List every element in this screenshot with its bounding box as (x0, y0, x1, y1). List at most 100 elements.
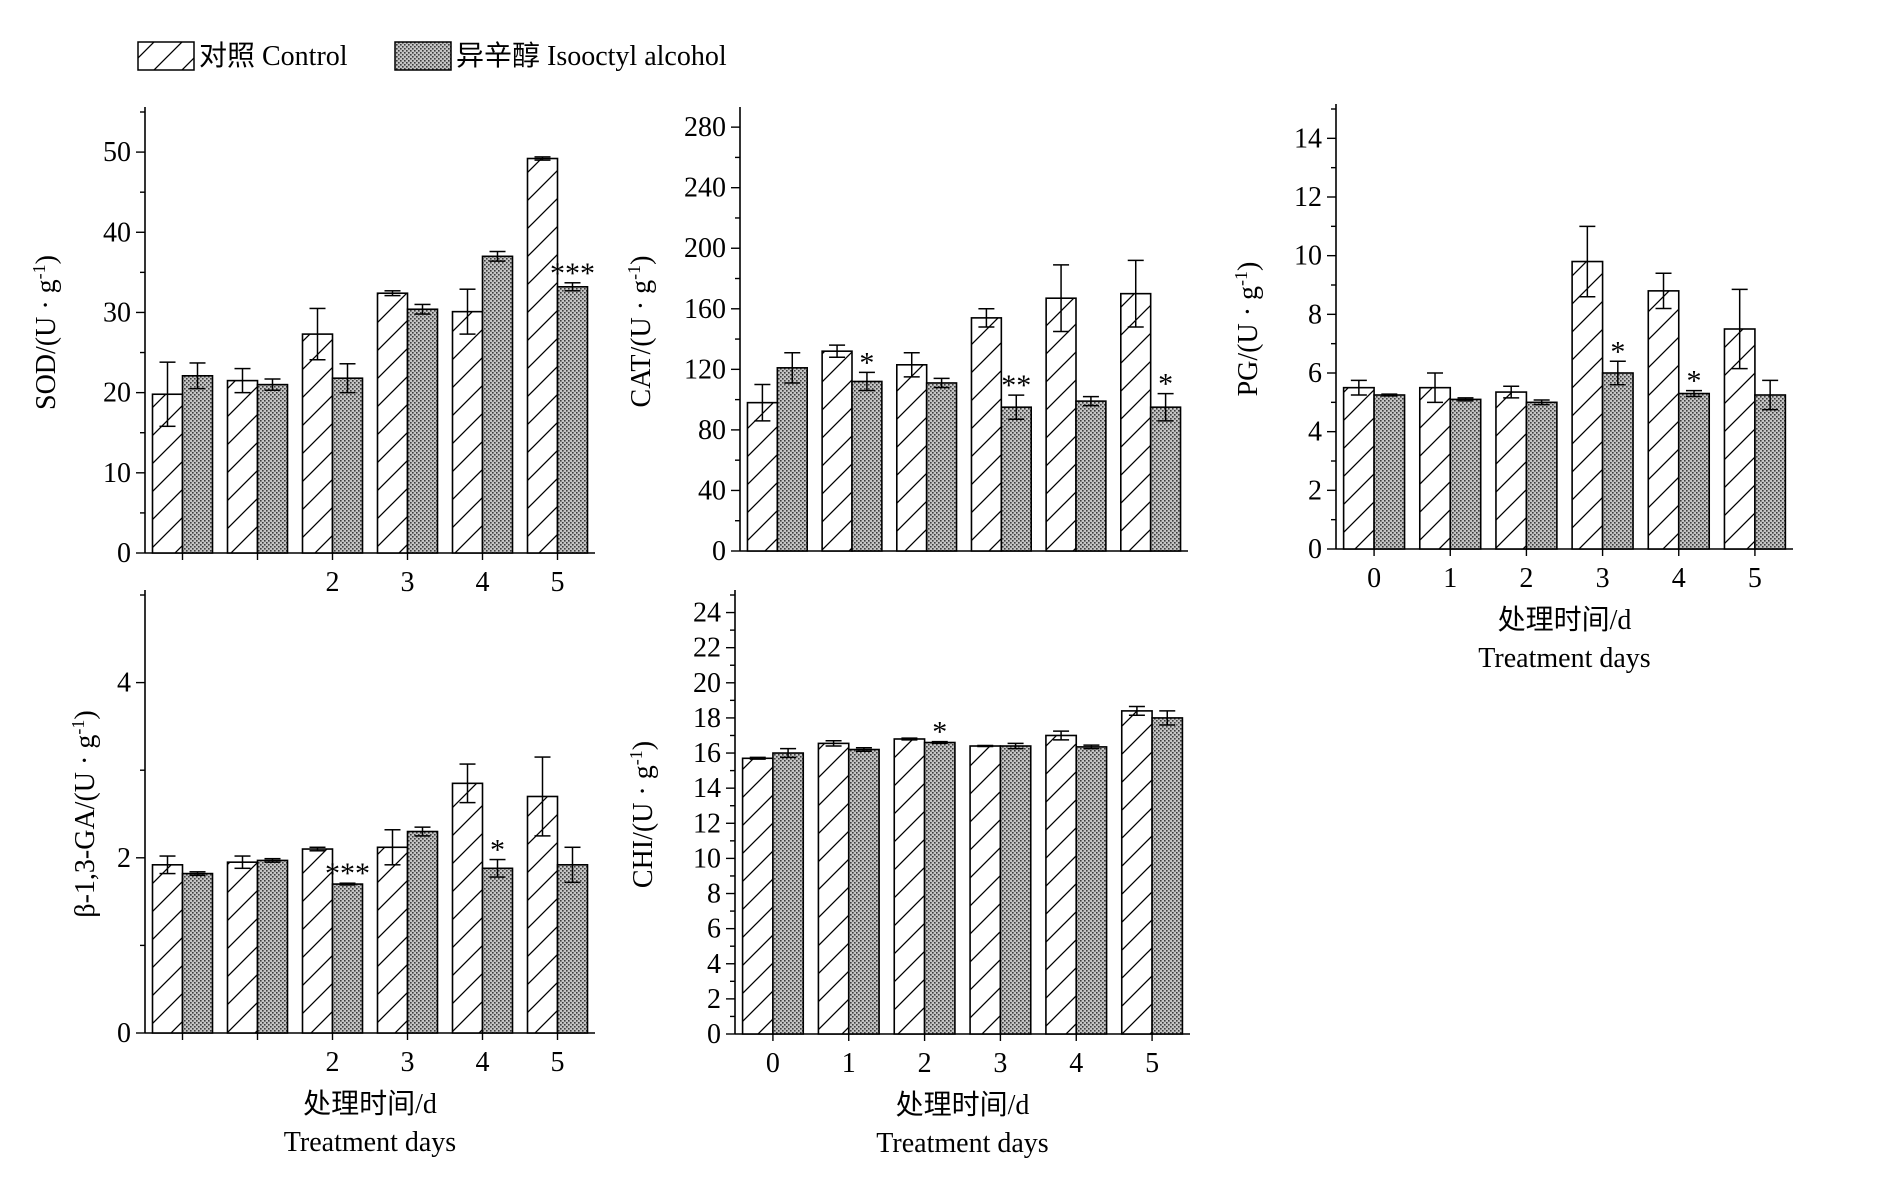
sod-control-bar (226, 379, 259, 554)
pg-y-tick-label: 4 (1308, 417, 1322, 448)
pg-y-axis-title: PG/(U · g-1) (1231, 262, 1264, 397)
glu-treated-bar (331, 883, 364, 1034)
sod-x-tick-label: 5 (551, 567, 565, 598)
legend-treated-swatch (394, 41, 452, 71)
glu-x-tick-label: 3 (401, 1047, 415, 1078)
pg-significance-mark: * (1610, 335, 1625, 368)
cat-control-bar (746, 401, 779, 552)
chi-y-tick-label: 24 (693, 598, 721, 629)
glu-treated-bar (181, 872, 214, 1034)
sod-y-tick-label: 50 (103, 137, 131, 168)
pg-treated-bar (1677, 392, 1711, 550)
cat-y-axis-title: CAT/(U · g-1) (624, 256, 657, 408)
pg-x-tick-label: 1 (1443, 563, 1457, 594)
pg-x-tick-label: 4 (1672, 563, 1686, 594)
cat-significance-mark: * (859, 346, 874, 379)
chi-x-axis-title-cn: 处理时间/d (896, 1089, 1030, 1121)
cat-y-tick-label: 0 (712, 536, 726, 567)
pg-x-tick-label: 0 (1367, 563, 1381, 594)
cat-y-tick-label: 80 (698, 415, 726, 446)
pg-treated-bar (1525, 401, 1558, 550)
cat-treated-bar (1075, 400, 1107, 552)
pg-treated-bar (1373, 394, 1406, 550)
cat-treated-bar (1000, 406, 1032, 552)
sod-y-tick-label: 40 (103, 217, 131, 248)
sod-treated-bar (256, 383, 289, 554)
sod-panel: 0 10 20 30 40 50 SOD/(U · g-1) 2 3 4 5 *** (29, 107, 595, 598)
chi-x-tick-label: 0 (766, 1048, 780, 1079)
cat-y-tick-label: 160 (684, 294, 726, 325)
cat-treated-bar (776, 367, 808, 552)
chi-y-tick-label: 10 (693, 843, 721, 874)
glu-control-bar (301, 848, 334, 1034)
glu-control-bar (226, 861, 259, 1034)
sod-y-tick-label: 20 (103, 378, 131, 409)
chi-y-tick-label: 22 (693, 633, 721, 664)
cat-treated-bar (1149, 406, 1182, 552)
sod-y-tick-label: 0 (117, 538, 131, 569)
chi-y-tick-label: 18 (693, 703, 721, 734)
chi-y-tick-label: 12 (693, 808, 721, 839)
sod-x-tick-label: 2 (326, 567, 340, 598)
pg-treated-bar (1754, 394, 1787, 550)
sod-x-tick-label: 4 (476, 567, 490, 598)
cat-control-bar (1120, 292, 1152, 552)
cat-y-tick-label: 40 (698, 475, 726, 506)
chi-control-bar (893, 738, 926, 1035)
cat-control-bar (895, 364, 928, 552)
chi-y-tick-label: 14 (693, 773, 721, 804)
chi-treated-bar (999, 745, 1032, 1035)
chi-y-tick-label: 16 (693, 738, 721, 769)
pg-control-bar (1647, 290, 1680, 550)
cat-y-tick-label: 280 (684, 112, 726, 143)
sod-control-bar (376, 292, 409, 554)
pg-x-axis-title-en: Treatment days (1478, 643, 1650, 674)
pg-y-tick-label: 8 (1308, 299, 1322, 330)
chi-y-tick-label: 20 (693, 668, 721, 699)
pg-x-tick-label: 2 (1519, 563, 1533, 594)
glu-significance-mark: * (490, 834, 505, 867)
sod-y-tick-label: 30 (103, 297, 131, 328)
chi-y-tick-label: 8 (707, 879, 721, 910)
sod-significance-mark: *** (550, 257, 595, 290)
legend-control-label: 对照 Control (199, 40, 348, 72)
glu-x-tick-label: 4 (476, 1047, 490, 1078)
chi-control-bar (817, 742, 850, 1035)
sod-control-bar (301, 333, 334, 554)
pg-control-bar (1418, 386, 1452, 550)
legend: 对照 Control 异辛醇 Isooctyl alcohol (137, 40, 727, 72)
pg-y-tick-label: 10 (1294, 241, 1322, 272)
chi-x-tick-label: 3 (993, 1048, 1007, 1079)
chi-significance-mark: * (932, 716, 947, 749)
glu-treated-bar (556, 864, 589, 1034)
pg-y-tick-label: 0 (1308, 534, 1322, 565)
pg-y-tick-label: 6 (1308, 358, 1322, 389)
pg-control-bar (1571, 260, 1604, 550)
sod-treated-bar (331, 377, 364, 554)
glu-y-tick-label: 0 (117, 1018, 131, 1049)
glu-x-axis-title-cn: 处理时间/d (303, 1088, 437, 1120)
glu-x-tick-label: 5 (551, 1047, 565, 1078)
pg-treated-bar (1601, 372, 1634, 550)
glu-treated-bar (256, 859, 289, 1034)
chi-x-tick-label: 5 (1145, 1048, 1159, 1079)
glu-treated-bar (406, 830, 439, 1034)
sod-treated-bar (406, 308, 439, 554)
chi-treated-bar (1151, 717, 1184, 1035)
sod-y-axis-title: SOD/(U · g-1) (29, 255, 62, 410)
glucanase-panel: 0 2 4 β-1,3-GA/(U · g-1) 2 3 4 5 处理时间/d Treatment… (68, 590, 595, 1158)
sod-treated-bar (556, 285, 589, 554)
chi-control-bar (1120, 710, 1153, 1035)
glu-y-axis-title: β-1,3-GA/(U · g-1) (68, 710, 101, 917)
pg-treated-bar (1449, 398, 1482, 550)
glu-y-tick-label: 4 (117, 668, 131, 699)
chi-treated-bar (923, 741, 956, 1035)
chi-x-axis-title-en: Treatment days (876, 1128, 1048, 1159)
cat-y-tick-label: 240 (684, 173, 726, 204)
chi-treated-bar (847, 748, 880, 1035)
chi-control-bar (1045, 734, 1078, 1035)
chi-y-tick-label: 6 (707, 914, 721, 945)
